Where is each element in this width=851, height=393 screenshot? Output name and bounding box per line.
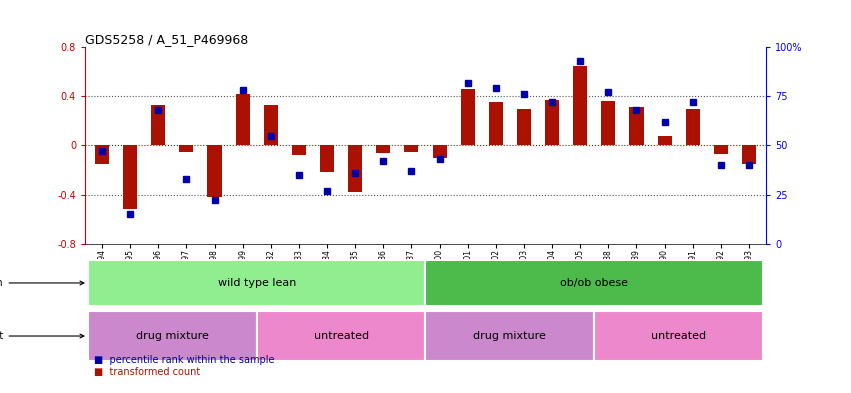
Bar bbox=[517, 108, 531, 145]
Text: wild type lean: wild type lean bbox=[218, 278, 296, 288]
Bar bbox=[658, 136, 671, 145]
Bar bbox=[376, 145, 391, 153]
Bar bbox=[88, 312, 257, 360]
Text: GDS5258 / A_51_P469968: GDS5258 / A_51_P469968 bbox=[85, 33, 248, 46]
Bar bbox=[630, 107, 643, 145]
Bar bbox=[460, 89, 475, 145]
Bar bbox=[95, 145, 109, 164]
Bar bbox=[742, 145, 756, 164]
Text: agent: agent bbox=[0, 331, 84, 341]
Text: ■  transformed count: ■ transformed count bbox=[94, 367, 200, 377]
Text: ob/ob obese: ob/ob obese bbox=[560, 278, 628, 288]
Bar bbox=[488, 103, 503, 145]
Bar bbox=[151, 105, 165, 145]
Bar bbox=[432, 145, 447, 158]
Bar bbox=[123, 145, 137, 209]
Bar bbox=[426, 260, 763, 306]
Bar bbox=[292, 145, 306, 155]
Bar bbox=[348, 145, 363, 192]
Bar bbox=[594, 312, 763, 360]
Bar bbox=[574, 66, 587, 145]
Text: genotype/variation: genotype/variation bbox=[0, 278, 84, 288]
Bar bbox=[545, 100, 559, 145]
Bar bbox=[714, 145, 728, 154]
Bar bbox=[320, 145, 334, 173]
Text: drug mixture: drug mixture bbox=[473, 331, 546, 341]
Bar bbox=[88, 260, 426, 306]
Text: ■  percentile rank within the sample: ■ percentile rank within the sample bbox=[94, 355, 274, 365]
Text: untreated: untreated bbox=[313, 331, 368, 341]
Text: untreated: untreated bbox=[651, 331, 706, 341]
Bar bbox=[602, 101, 615, 145]
Text: drug mixture: drug mixture bbox=[136, 331, 208, 341]
Bar bbox=[264, 105, 277, 145]
Bar bbox=[180, 145, 193, 152]
Bar bbox=[257, 312, 426, 360]
Bar bbox=[208, 145, 221, 197]
Bar bbox=[236, 94, 249, 145]
Bar bbox=[686, 108, 700, 145]
Bar bbox=[426, 312, 594, 360]
Bar bbox=[404, 145, 419, 152]
